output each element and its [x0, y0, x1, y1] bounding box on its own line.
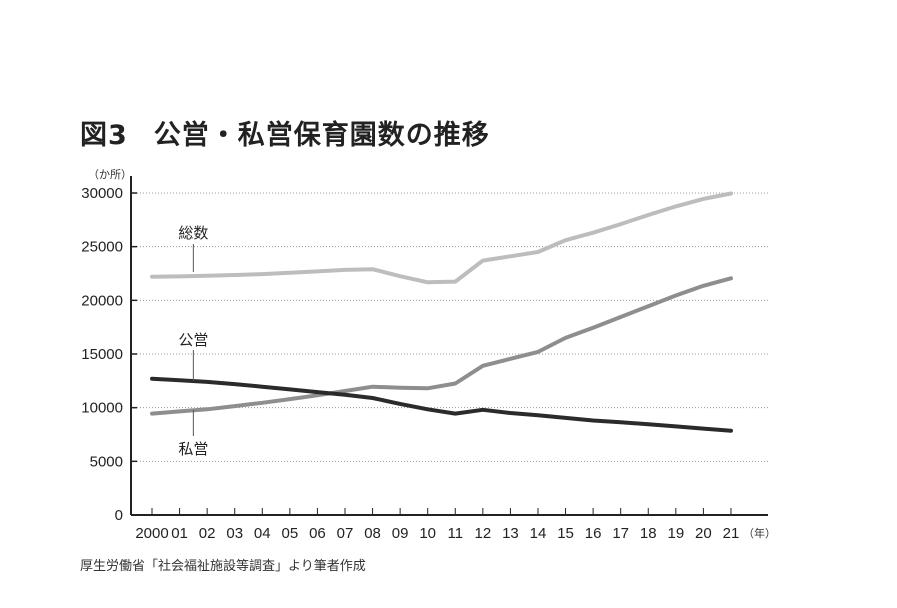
- x-tick-label: 11: [447, 525, 463, 542]
- x-tick-label: 12: [474, 525, 491, 542]
- x-tick-label: 14: [530, 525, 547, 542]
- x-axis-unit: （年）: [743, 526, 776, 540]
- title-text: 公営・私営保育園数の推移: [153, 120, 490, 151]
- axes: [130, 176, 768, 516]
- label-private: 私営: [178, 440, 208, 458]
- x-tick-label: 09: [392, 525, 409, 542]
- x-tick-label: 03: [226, 525, 243, 542]
- source-note: 厚生労働省「社会福祉施設等調査」より筆者作成: [80, 559, 366, 574]
- line-private: [150, 276, 733, 416]
- gridlines: [131, 192, 768, 462]
- y-tick-label: 5000: [90, 453, 123, 470]
- y-tick-label: 30000: [81, 185, 123, 202]
- x-tick-label: 04: [254, 525, 271, 542]
- line-total: [150, 191, 733, 285]
- x-tick-label: 17: [612, 525, 629, 542]
- y-tick-label: 15000: [81, 346, 123, 363]
- x-tick-label: 10: [419, 525, 436, 542]
- y-tick-label: 20000: [81, 292, 123, 309]
- x-tick-label: 21: [723, 525, 740, 542]
- y-axis-unit: （か所）: [88, 168, 132, 181]
- x-tick-label: 18: [640, 525, 657, 542]
- x-tick-label: 19: [667, 525, 684, 542]
- x-tick-label: 20: [695, 525, 712, 542]
- x-tick-label: 13: [502, 525, 519, 542]
- x-tick-label: 2000: [135, 525, 168, 542]
- label-total: 総数: [178, 224, 208, 242]
- figure-number: 図3: [80, 120, 128, 151]
- x-tick-label: 16: [585, 525, 602, 542]
- chart-title: 図3 公営・私営保育園数の推移: [80, 113, 490, 152]
- y-tick-label: 0: [115, 507, 123, 524]
- x-tick-label: 15: [557, 525, 574, 542]
- x-tick-label: 08: [364, 525, 381, 542]
- line-public: [150, 376, 733, 433]
- y-tick-label: 10000: [81, 400, 123, 417]
- y-tick-label: 25000: [81, 239, 123, 256]
- label-public: 公営: [178, 331, 208, 349]
- y-axis-ticks: 0 5000 10000 15000 20000 25000 30000: [81, 185, 137, 524]
- x-tick-label: 01: [171, 525, 188, 542]
- x-tick-label: 02: [199, 525, 216, 542]
- series-lines: [150, 191, 733, 433]
- x-tick-label: 05: [282, 525, 299, 542]
- x-tick-label: 07: [337, 525, 354, 542]
- x-tick-label: 06: [309, 525, 326, 542]
- x-axis-ticks: 2000 01 02 03 04 05 06 07 08 09 10 11 12 13 14 15 16 17 18…: [135, 508, 776, 542]
